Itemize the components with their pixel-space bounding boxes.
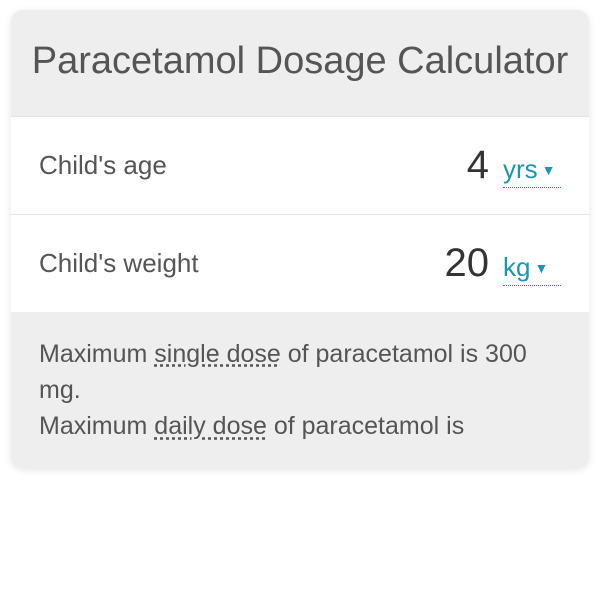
calculator-card: Paracetamol Dosage Calculator Child's ag…	[11, 10, 589, 468]
weight-row: Child's weight kg ▼	[11, 214, 589, 312]
daily-dose-term: daily dose	[154, 412, 267, 440]
result-line-2: Maximum daily dose of paracetamol is	[39, 408, 561, 444]
weight-unit-select[interactable]: kg ▼	[503, 252, 561, 286]
age-label: Child's age	[39, 150, 167, 181]
result-line-1: Maximum single dose of paracetamol is 30…	[39, 336, 561, 409]
weight-value-group: kg ▼	[379, 241, 561, 286]
age-row: Child's age yrs ▼	[11, 116, 589, 214]
age-value-group: yrs ▼	[379, 143, 561, 188]
result-section: Maximum single dose of paracetamol is 30…	[11, 312, 589, 469]
age-input[interactable]	[379, 143, 489, 188]
weight-label: Child's weight	[39, 248, 199, 279]
single-dose-term: single dose	[154, 340, 280, 368]
age-unit-select[interactable]: yrs ▼	[503, 154, 561, 188]
age-unit-label: yrs	[503, 154, 538, 185]
chevron-down-icon: ▼	[534, 260, 548, 276]
chevron-down-icon: ▼	[542, 162, 556, 178]
page-title: Paracetamol Dosage Calculator	[11, 10, 589, 116]
weight-unit-label: kg	[503, 252, 530, 283]
weight-input[interactable]	[379, 241, 489, 286]
